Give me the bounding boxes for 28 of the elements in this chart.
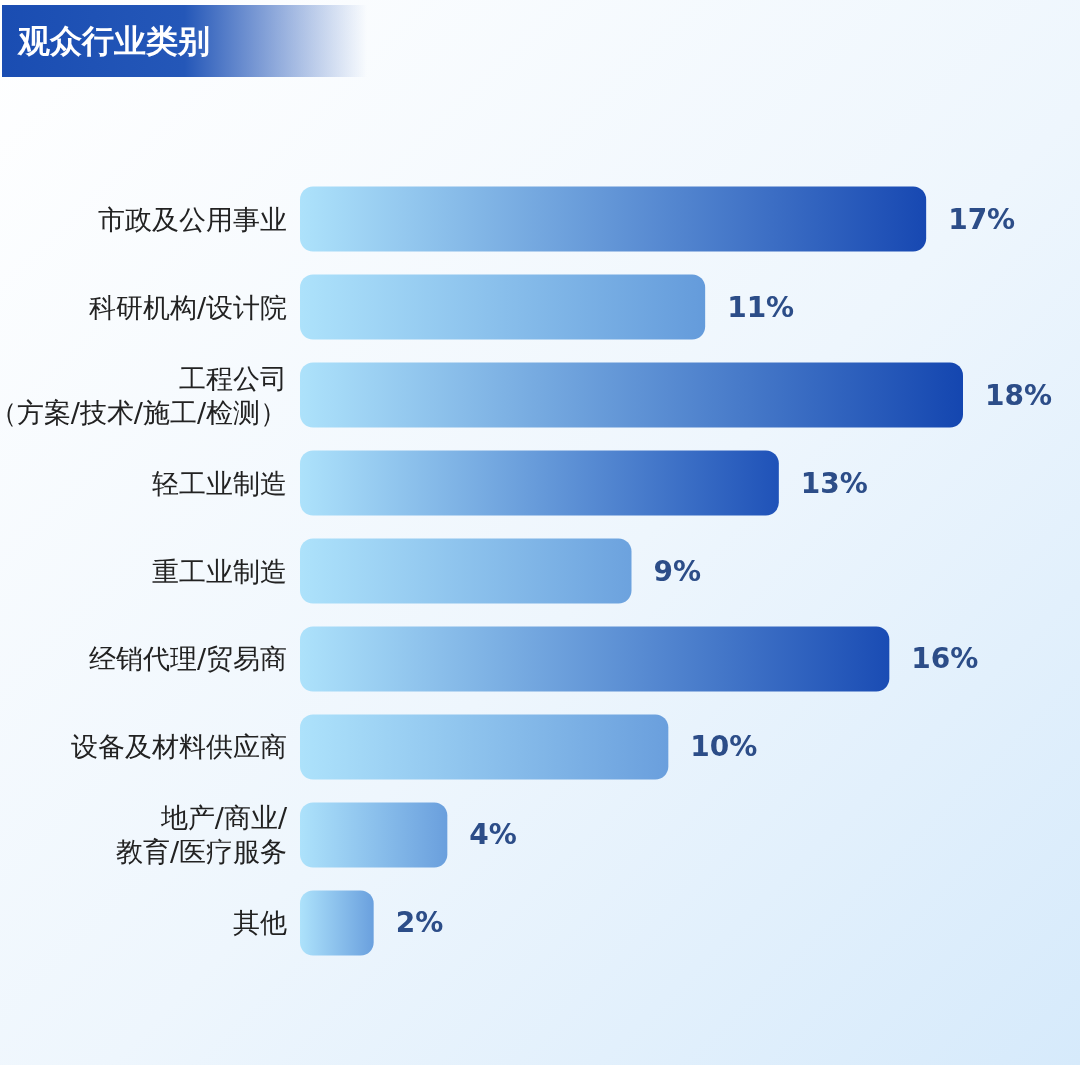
bar <box>300 802 448 868</box>
data-label: 10% <box>690 730 758 764</box>
y-tick-label: 科研机构/设计院 <box>88 291 287 323</box>
bar <box>300 186 927 252</box>
data-label: 17% <box>948 202 1016 236</box>
data-label: 16% <box>911 642 979 676</box>
data-label: 18% <box>985 378 1053 412</box>
bar <box>300 362 963 428</box>
data-label: 4% <box>469 818 517 852</box>
bar <box>300 274 706 340</box>
data-label: 2% <box>395 906 444 940</box>
y-tick-label: 地产/商业/教育/医疗服务 <box>115 802 288 868</box>
y-tick-label: 设备及材料供应商 <box>71 731 287 763</box>
y-tick-label: 重工业制造 <box>152 555 287 587</box>
y-tick-label: 轻工业制造 <box>152 467 287 499</box>
bar <box>300 714 669 780</box>
y-tick-label: 市政及公用事业 <box>98 203 287 235</box>
bar <box>300 890 374 956</box>
y-tick-label: 工程公司（方案/技术/施工/检测） <box>0 362 287 428</box>
data-label: 13% <box>800 466 868 500</box>
chart-title: 观众行业类别 <box>17 22 210 60</box>
data-label: 9% <box>653 554 702 588</box>
data-label: 11% <box>727 290 795 324</box>
bar <box>300 626 890 692</box>
bar <box>300 450 779 516</box>
y-tick-label: 其他 <box>233 907 287 939</box>
bar <box>300 538 632 604</box>
y-tick-label: 经销代理/贸易商 <box>88 643 287 675</box>
